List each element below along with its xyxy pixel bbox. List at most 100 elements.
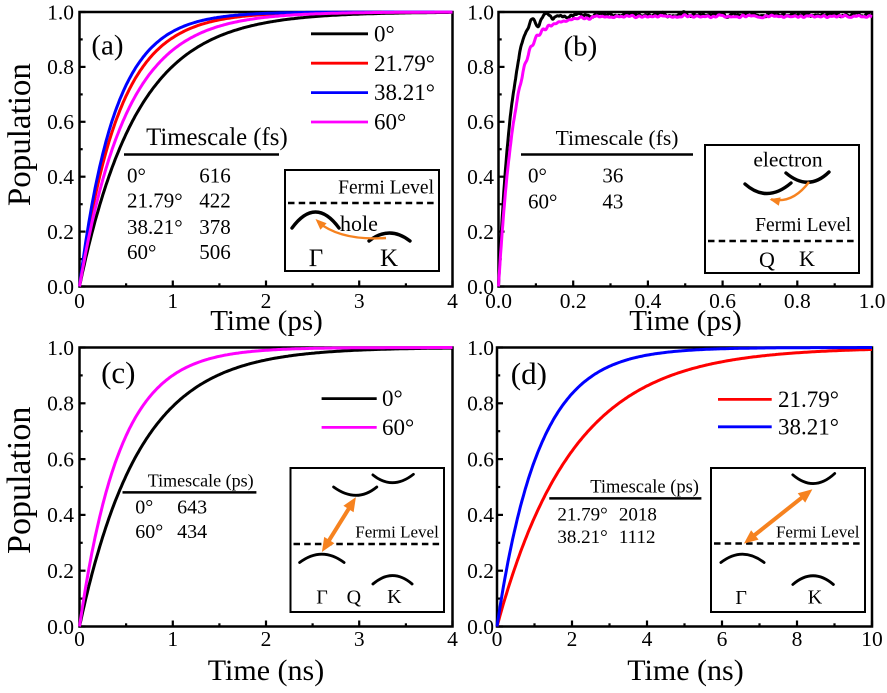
- svg-text:0.8: 0.8: [467, 392, 494, 416]
- svg-text:2018: 2018: [619, 504, 657, 525]
- svg-text:1.0: 1.0: [47, 0, 74, 24]
- svg-text:0°: 0°: [135, 496, 153, 518]
- svg-text:38.21°: 38.21°: [778, 414, 839, 439]
- svg-text:36: 36: [602, 163, 623, 187]
- svg-text:643: 643: [177, 496, 207, 518]
- svg-text:(a): (a): [91, 30, 123, 62]
- svg-text:(b): (b): [564, 31, 598, 63]
- svg-text:0.6: 0.6: [47, 447, 74, 471]
- svg-text:Population: Population: [1, 407, 38, 554]
- svg-text:(c): (c): [101, 355, 135, 390]
- svg-text:Time (ps): Time (ps): [629, 305, 742, 337]
- svg-text:0.4: 0.4: [47, 503, 74, 527]
- svg-text:1.0: 1.0: [47, 336, 74, 360]
- svg-text:378: 378: [199, 215, 231, 239]
- svg-text:0°: 0°: [528, 163, 547, 187]
- svg-text:0.4: 0.4: [634, 289, 661, 313]
- svg-text:60°: 60°: [135, 521, 163, 543]
- svg-text:0.8: 0.8: [47, 55, 74, 79]
- svg-text:4: 4: [642, 627, 653, 651]
- svg-text:0.2: 0.2: [467, 220, 494, 244]
- svg-text:3: 3: [354, 289, 365, 313]
- svg-text:0.6: 0.6: [467, 110, 494, 134]
- svg-text:434: 434: [177, 521, 207, 543]
- svg-text:43: 43: [602, 189, 623, 213]
- svg-text:Time (ns): Time (ns): [208, 654, 324, 687]
- svg-text:21.79°: 21.79°: [778, 387, 839, 412]
- svg-text:1.0: 1.0: [859, 289, 886, 313]
- svg-text:Population: Population: [2, 63, 38, 206]
- svg-text:0.0: 0.0: [47, 615, 74, 639]
- svg-text:0.6: 0.6: [709, 289, 736, 313]
- svg-text:21.79°: 21.79°: [127, 189, 183, 213]
- svg-text:0.0: 0.0: [467, 275, 494, 299]
- svg-text:Fermi Level: Fermi Level: [338, 178, 434, 199]
- svg-text:Timescale (fs): Timescale (fs): [146, 124, 288, 151]
- svg-text:0.0: 0.0: [485, 289, 512, 313]
- svg-text:electron: electron: [753, 147, 822, 171]
- svg-text:1: 1: [167, 627, 178, 651]
- svg-text:1.0: 1.0: [467, 336, 494, 360]
- svg-text:0°: 0°: [382, 386, 403, 411]
- svg-text:K: K: [380, 245, 398, 272]
- svg-text:0°: 0°: [127, 164, 146, 188]
- svg-text:Time (ps): Time (ps): [210, 305, 323, 337]
- svg-text:38.21°: 38.21°: [374, 80, 435, 105]
- svg-text:0.2: 0.2: [467, 559, 494, 583]
- svg-text:6: 6: [717, 627, 728, 651]
- svg-text:0.6: 0.6: [47, 110, 74, 134]
- svg-text:0.4: 0.4: [47, 165, 74, 189]
- svg-text:60°: 60°: [528, 189, 557, 213]
- svg-text:Fermi Level: Fermi Level: [755, 215, 851, 236]
- svg-text:1.0: 1.0: [467, 0, 494, 24]
- svg-text:3: 3: [354, 627, 365, 651]
- svg-text:60°: 60°: [374, 110, 406, 135]
- svg-text:0.4: 0.4: [467, 165, 494, 189]
- svg-text:422: 422: [199, 189, 231, 213]
- svg-text:0.0: 0.0: [47, 275, 74, 299]
- svg-text:21.79°: 21.79°: [374, 51, 435, 76]
- svg-text:hole: hole: [340, 211, 378, 236]
- svg-text:Q: Q: [759, 247, 775, 272]
- svg-text:(d): (d): [511, 356, 547, 391]
- svg-text:Γ: Γ: [309, 245, 323, 272]
- svg-text:0.2: 0.2: [560, 289, 587, 313]
- svg-text:Fermi Level: Fermi Level: [355, 523, 439, 542]
- svg-text:K: K: [387, 586, 402, 608]
- svg-text:Γ: Γ: [735, 587, 747, 609]
- svg-text:Fermi Level: Fermi Level: [776, 523, 860, 542]
- svg-text:10: 10: [861, 627, 883, 651]
- svg-text:1112: 1112: [619, 527, 656, 548]
- svg-text:4: 4: [447, 627, 458, 651]
- svg-text:Γ: Γ: [316, 587, 328, 609]
- svg-text:0: 0: [74, 289, 85, 313]
- svg-text:2: 2: [261, 627, 272, 651]
- svg-text:Timescale (fs): Timescale (fs): [556, 126, 679, 150]
- svg-text:2: 2: [261, 289, 272, 313]
- svg-text:21.79°: 21.79°: [557, 504, 607, 525]
- svg-text:0.8: 0.8: [47, 392, 74, 416]
- svg-text:0.8: 0.8: [467, 55, 494, 79]
- svg-text:8: 8: [792, 627, 803, 651]
- svg-text:0.8: 0.8: [784, 289, 811, 313]
- svg-text:1: 1: [167, 289, 178, 313]
- svg-text:Q: Q: [347, 587, 362, 609]
- svg-text:506: 506: [199, 240, 231, 264]
- svg-text:Timescale (ps): Timescale (ps): [590, 477, 699, 497]
- svg-text:0.0: 0.0: [467, 615, 494, 639]
- svg-text:K: K: [808, 587, 823, 609]
- svg-text:60°: 60°: [382, 415, 414, 440]
- svg-text:38.21°: 38.21°: [127, 215, 183, 239]
- svg-text:0.4: 0.4: [467, 503, 494, 527]
- svg-text:2: 2: [567, 627, 578, 651]
- svg-text:0: 0: [74, 627, 85, 651]
- svg-text:60°: 60°: [127, 240, 156, 264]
- svg-text:0.2: 0.2: [47, 559, 74, 583]
- svg-text:Timescale (ps): Timescale (ps): [148, 470, 254, 491]
- svg-text:0: 0: [492, 627, 503, 651]
- svg-text:0.2: 0.2: [47, 220, 74, 244]
- svg-text:K: K: [799, 246, 815, 271]
- svg-text:0.6: 0.6: [467, 447, 494, 471]
- svg-text:4: 4: [447, 289, 458, 313]
- svg-text:0°: 0°: [374, 21, 395, 46]
